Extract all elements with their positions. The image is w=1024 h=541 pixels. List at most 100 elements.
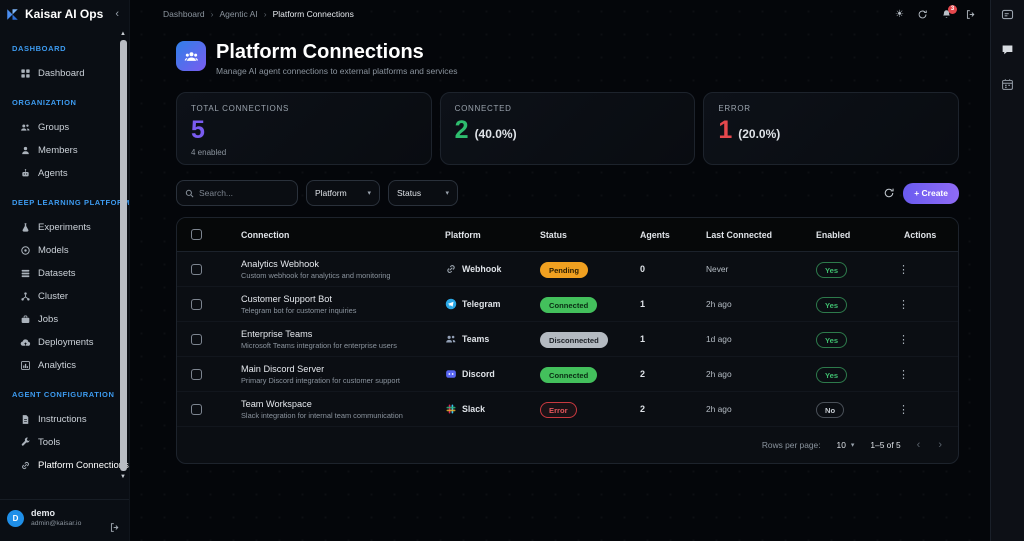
stat-label: ERROR: [718, 104, 751, 113]
search-input[interactable]: [199, 188, 289, 198]
row-checkbox[interactable]: [191, 368, 202, 380]
platform-name: Discord: [462, 369, 495, 379]
last-connected: Never: [706, 264, 729, 274]
sidebar-item-jobs[interactable]: Jobs: [12, 308, 115, 331]
link-icon: [20, 460, 31, 471]
user-panel: D demo admin@kaisar.io: [0, 499, 129, 541]
platform-connections-page-icon: [176, 41, 206, 71]
sign-out-icon[interactable]: [965, 9, 976, 20]
panel-card-icon[interactable]: [1001, 8, 1014, 26]
sidebar-collapse-icon[interactable]: ‹: [115, 8, 119, 20]
brand-name: Kaisar AI Ops: [25, 7, 104, 21]
table-row[interactable]: Customer Support Bot Telegram bot for cu…: [177, 287, 958, 322]
main-area: Dashboard › Agentic AI › Platform Connec…: [130, 0, 990, 541]
column-header-actions: Actions: [904, 229, 937, 240]
row-checkbox[interactable]: [191, 403, 202, 415]
breadcrumb: Dashboard › Agentic AI › Platform Connec…: [163, 9, 895, 19]
sidebar-item-label: Dashboard: [38, 68, 85, 79]
wrench-icon: [20, 437, 31, 448]
agent-bot-icon: [20, 168, 31, 179]
table-row[interactable]: Enterprise Teams Microsoft Teams integra…: [177, 322, 958, 357]
stat-suffix: (40.0%): [474, 127, 517, 141]
stat-label: TOTAL CONNECTIONS: [191, 104, 289, 113]
sidebar-item-models[interactable]: Models: [12, 239, 115, 262]
enabled-pill: Yes: [816, 297, 848, 314]
stat-cards: TOTAL CONNECTIONS 5 4 enabled CONNECTED …: [176, 92, 959, 165]
stat-card-connected: CONNECTED 2 (40.0%): [439, 92, 696, 165]
sidebar-item-datasets[interactable]: Datasets: [12, 262, 115, 285]
section-label: DEEP LEARNING PLATFORM: [12, 198, 129, 207]
platform-filter-select[interactable]: Platform ▾: [306, 180, 380, 206]
member-icon: [20, 145, 31, 156]
last-connected: 1d ago: [706, 334, 732, 344]
briefcase-icon: [20, 314, 31, 325]
row-actions-menu-icon[interactable]: ⋮: [898, 333, 909, 346]
row-checkbox[interactable]: [191, 298, 202, 310]
sidebar-scrollbar[interactable]: ▲ ▼: [119, 30, 127, 481]
sidebar-item-deployments[interactable]: Deployments: [12, 331, 115, 354]
user-name: demo: [31, 508, 56, 518]
row-actions-menu-icon[interactable]: ⋮: [898, 263, 909, 276]
sidebar-item-experiments[interactable]: Experiments: [12, 216, 115, 239]
scrollbar-up-icon[interactable]: ▲: [120, 31, 126, 37]
kaisar-logo-icon: [7, 8, 18, 20]
chevron-down-icon: ▾: [445, 190, 449, 197]
agents-count: 1: [640, 334, 646, 344]
next-page-icon[interactable]: ›: [938, 439, 942, 451]
connection-name: Enterprise Teams: [241, 328, 313, 339]
previous-page-icon[interactable]: ‹: [916, 439, 921, 451]
calendar-icon[interactable]: [1001, 78, 1014, 96]
sidebar-item-tools[interactable]: Tools: [12, 431, 115, 454]
rows-per-page-select[interactable]: 10 ▾: [837, 440, 855, 450]
breadcrumb-current: Platform Connections: [272, 9, 354, 19]
stat-card-total-connections: TOTAL CONNECTIONS 5 4 enabled: [176, 92, 432, 165]
sidebar-item-dashboard[interactable]: Dashboard: [12, 62, 115, 85]
sidebar-item-label: Cluster: [38, 291, 69, 302]
search-box[interactable]: [176, 180, 298, 206]
stat-value: 1: [718, 116, 733, 144]
datasets-icon: [20, 268, 31, 279]
sidebar-item-analytics[interactable]: Analytics: [12, 354, 115, 377]
notifications-bell-icon[interactable]: 3: [941, 4, 957, 20]
row-checkbox[interactable]: [191, 333, 202, 345]
groups-icon: [20, 122, 31, 133]
flask-icon: [20, 222, 31, 233]
table-row[interactable]: Team Workspace Slack integration for int…: [177, 392, 958, 427]
scrollbar-thumb[interactable]: [119, 40, 127, 471]
teams-icon: [446, 335, 456, 343]
stat-card-error: ERROR 1 (20.0%): [703, 92, 959, 165]
theme-toggle-sun-icon[interactable]: ☀: [895, 8, 904, 20]
status-filter-select[interactable]: Status ▾: [388, 180, 458, 206]
status-badge: Connected: [540, 297, 598, 314]
row-checkbox[interactable]: [191, 263, 202, 275]
row-actions-menu-icon[interactable]: ⋮: [898, 403, 909, 416]
history-refresh-icon[interactable]: [917, 9, 928, 20]
sidebar-item-agents[interactable]: Agents: [12, 162, 115, 185]
status-badge: Connected: [540, 367, 598, 384]
sidebar-item-instructions[interactable]: Instructions: [12, 408, 115, 431]
column-header-connection: Connection: [241, 229, 290, 240]
row-actions-menu-icon[interactable]: ⋮: [898, 298, 909, 311]
connection-name: Main Discord Server: [241, 363, 325, 374]
chat-bubble-icon[interactable]: [1001, 43, 1014, 61]
page-header: Platform Connections Manage AI agent con…: [176, 41, 959, 76]
logout-icon[interactable]: [109, 520, 120, 538]
table-pagination: Rows per page: 10 ▾ 1–5 of 5 ‹ ›: [177, 427, 958, 463]
row-actions-menu-icon[interactable]: ⋮: [898, 368, 909, 381]
sidebar-item-cluster[interactable]: Cluster: [12, 285, 115, 308]
breadcrumb-agentic-ai[interactable]: Agentic AI: [219, 9, 258, 19]
platform-name: Telegram: [462, 299, 501, 309]
table-row[interactable]: Analytics Webhook Custom webhook for ana…: [177, 252, 958, 287]
refresh-icon[interactable]: [883, 187, 895, 199]
create-button[interactable]: + Create: [903, 182, 959, 204]
sidebar-item-label: Jobs: [38, 314, 59, 325]
sidebar-item-groups[interactable]: Groups: [12, 116, 115, 139]
sidebar: Kaisar AI Ops ‹ DASHBOARD Dashboard ORGA…: [0, 0, 130, 541]
breadcrumb-dashboard[interactable]: Dashboard: [163, 9, 205, 19]
select-all-checkbox[interactable]: [191, 229, 202, 240]
sidebar-item-platform-connections[interactable]: Platform Connections: [12, 454, 129, 477]
scrollbar-down-icon[interactable]: ▼: [120, 474, 126, 480]
sidebar-item-members[interactable]: Members: [12, 139, 115, 162]
stat-subtext: 4 enabled: [191, 148, 227, 158]
table-row[interactable]: Main Discord Server Primary Discord inte…: [177, 357, 958, 392]
